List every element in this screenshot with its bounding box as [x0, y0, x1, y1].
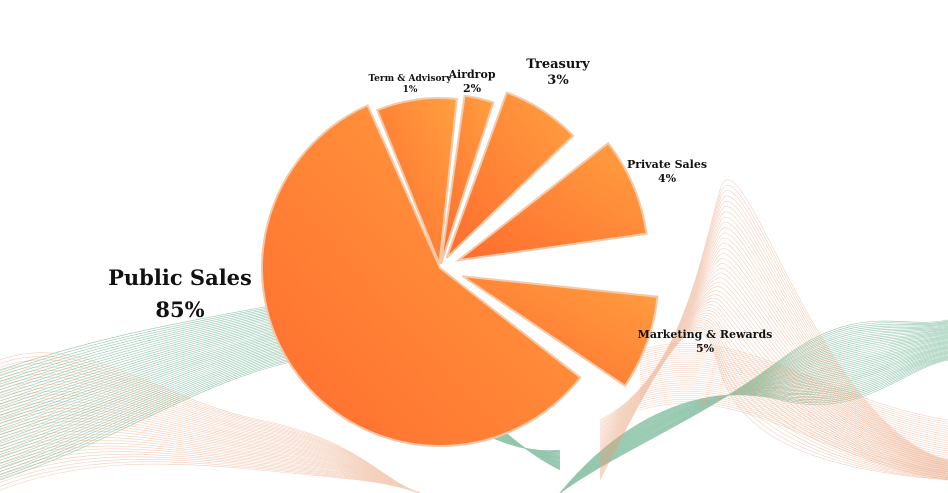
- pie-slice-marketing-rewards: [461, 275, 659, 388]
- slice-name: Private Sales: [626, 158, 708, 171]
- pie-slice-private-sales: [454, 141, 648, 262]
- slice-label-airdrop: Airdrop 2%: [442, 68, 502, 96]
- slice-name: Treasury: [526, 57, 590, 72]
- slice-percent: 85%: [155, 296, 205, 322]
- slice-label-private-sales: Private Sales 4%: [622, 158, 712, 186]
- pie-slice-treasury: [445, 91, 575, 259]
- slice-percent: 1%: [402, 85, 418, 96]
- slice-percent: 4%: [657, 171, 677, 185]
- slice-label-marketing-rewards: Marketing & Rewards 5%: [630, 328, 780, 356]
- pie-slice-airdrop: [439, 94, 495, 265]
- slice-label-public-sales: Public Sales 85%: [100, 262, 260, 325]
- slice-name: Airdrop: [448, 68, 496, 81]
- slice-percent: 3%: [547, 73, 569, 89]
- pie-slice-term-advisory: [375, 97, 458, 265]
- slice-percent: 5%: [695, 341, 715, 355]
- slice-name: Marketing & Rewards: [637, 328, 773, 341]
- slice-label-treasury: Treasury 3%: [518, 57, 598, 90]
- slice-percent: 2%: [462, 81, 482, 95]
- slice-label-term-advisory: Term & Advisory 1%: [360, 74, 460, 97]
- slice-name: Term & Advisory: [368, 74, 452, 84]
- slice-name: Public Sales: [108, 265, 252, 290]
- pie-slice-public-sales: [261, 104, 582, 447]
